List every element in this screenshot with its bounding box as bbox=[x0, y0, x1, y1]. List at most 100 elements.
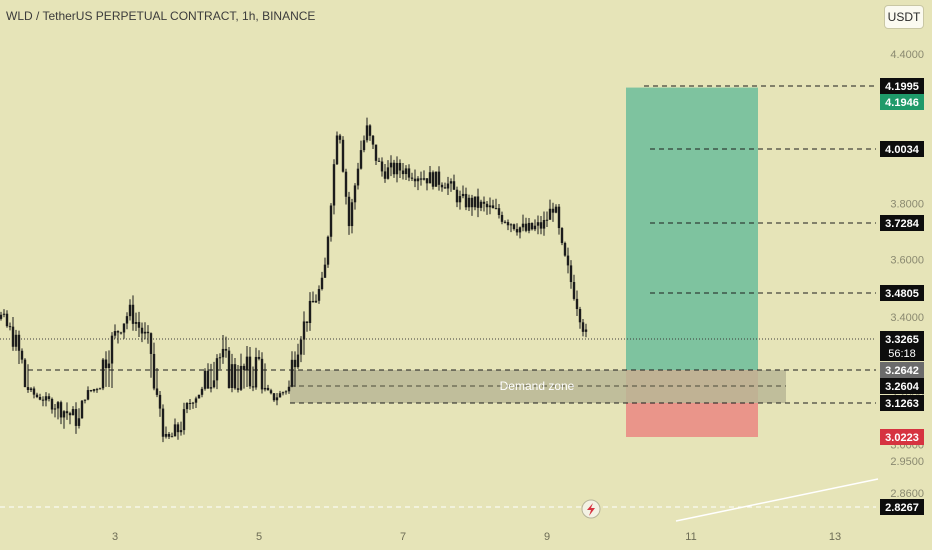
candle-body bbox=[41, 399, 45, 401]
candle-body bbox=[371, 135, 375, 145]
price-label-bg bbox=[880, 78, 924, 94]
candle-body bbox=[101, 359, 105, 389]
candle-body bbox=[71, 409, 75, 416]
candle-body bbox=[512, 224, 516, 230]
price-label-bg bbox=[880, 141, 924, 157]
candle-body bbox=[332, 164, 336, 206]
price-label: 4.1946 bbox=[885, 97, 919, 109]
candle-body bbox=[506, 222, 510, 226]
candle-body bbox=[65, 411, 69, 414]
candle-body bbox=[152, 353, 156, 389]
annotations-layer: Demand zone bbox=[500, 379, 601, 519]
candle-body bbox=[398, 162, 402, 171]
y-tick-label: 3.4000 bbox=[890, 312, 924, 324]
candle-body bbox=[551, 208, 555, 213]
candle-body bbox=[233, 364, 237, 389]
candle-body bbox=[413, 178, 417, 182]
candle-body bbox=[569, 265, 573, 283]
candle-body bbox=[14, 334, 18, 347]
candle-body bbox=[539, 222, 543, 229]
candle-body bbox=[335, 135, 339, 165]
candle-body bbox=[128, 304, 132, 317]
candle-body bbox=[329, 205, 333, 237]
candle-body bbox=[443, 187, 447, 189]
candle-body bbox=[431, 172, 435, 187]
currency-button[interactable]: USDT bbox=[884, 5, 924, 29]
candle-body bbox=[191, 402, 195, 404]
candle-body bbox=[0, 314, 3, 319]
candle-body bbox=[542, 219, 546, 229]
candle-body bbox=[116, 331, 120, 333]
candle-body bbox=[359, 150, 363, 169]
candle-body bbox=[185, 402, 189, 410]
demand-zone-label: Demand zone bbox=[500, 379, 575, 393]
candle-body bbox=[230, 364, 234, 389]
candle-body bbox=[401, 170, 405, 175]
candle-body bbox=[389, 162, 393, 168]
candle-body bbox=[53, 408, 57, 410]
candle-body bbox=[548, 208, 552, 220]
candle-body bbox=[95, 389, 99, 391]
candle-body bbox=[503, 221, 507, 223]
candle-body bbox=[113, 331, 117, 336]
candle-body bbox=[215, 358, 219, 381]
candle-body bbox=[536, 222, 540, 226]
x-tick-label: 3 bbox=[112, 531, 118, 543]
price-label: 3.2604 bbox=[885, 381, 920, 393]
candle-body bbox=[275, 397, 279, 401]
candle-body bbox=[218, 357, 222, 359]
candle-body bbox=[203, 370, 207, 389]
candle-body bbox=[266, 387, 270, 391]
candle-body bbox=[290, 359, 294, 387]
candle-body bbox=[194, 398, 198, 403]
candle-body bbox=[482, 201, 486, 204]
candle-body bbox=[257, 356, 261, 359]
candle-body bbox=[446, 183, 450, 189]
x-axis: 3 5 7 9 11 13 bbox=[112, 531, 841, 543]
candle-body bbox=[422, 178, 426, 180]
profit-zone bbox=[626, 87, 758, 371]
candle-body bbox=[287, 386, 291, 392]
candle-body bbox=[380, 161, 384, 172]
candle-body bbox=[365, 125, 369, 141]
x-tick-label: 9 bbox=[544, 531, 550, 543]
candle-body bbox=[98, 388, 102, 390]
trend-line bbox=[675, 478, 879, 522]
candle-body bbox=[269, 390, 273, 394]
candle-body bbox=[296, 354, 300, 368]
candle-body bbox=[68, 413, 72, 416]
candle-body bbox=[29, 388, 33, 390]
candle-body bbox=[239, 365, 243, 390]
candle-body bbox=[575, 298, 579, 310]
countdown-label: 56:18 bbox=[888, 348, 916, 360]
candle-body bbox=[437, 171, 441, 185]
candle-body bbox=[464, 193, 468, 208]
price-label-bg bbox=[880, 362, 924, 378]
candle-body bbox=[263, 387, 267, 390]
candle-body bbox=[419, 178, 423, 180]
candle-body bbox=[461, 193, 465, 197]
candle-body bbox=[38, 396, 42, 400]
candle-body bbox=[299, 339, 303, 355]
candle-body bbox=[452, 181, 456, 190]
candle-body bbox=[11, 326, 15, 347]
candle-body bbox=[560, 228, 564, 243]
candle-body bbox=[383, 171, 387, 179]
candle-body bbox=[410, 177, 414, 179]
candle-body bbox=[272, 393, 276, 401]
candle-body bbox=[572, 282, 576, 299]
candle-body bbox=[491, 205, 495, 209]
candle-body bbox=[488, 205, 492, 208]
candle-body bbox=[278, 393, 282, 398]
candle-body bbox=[242, 365, 246, 370]
candle-body bbox=[392, 162, 396, 175]
price-label: 3.1263 bbox=[885, 398, 919, 410]
candle-body bbox=[77, 418, 81, 426]
candle-body bbox=[131, 304, 135, 324]
candle-body bbox=[368, 125, 372, 136]
candle-body bbox=[140, 327, 144, 334]
candle-body bbox=[554, 206, 558, 213]
candle-body bbox=[200, 388, 204, 395]
candle-body bbox=[221, 348, 225, 358]
